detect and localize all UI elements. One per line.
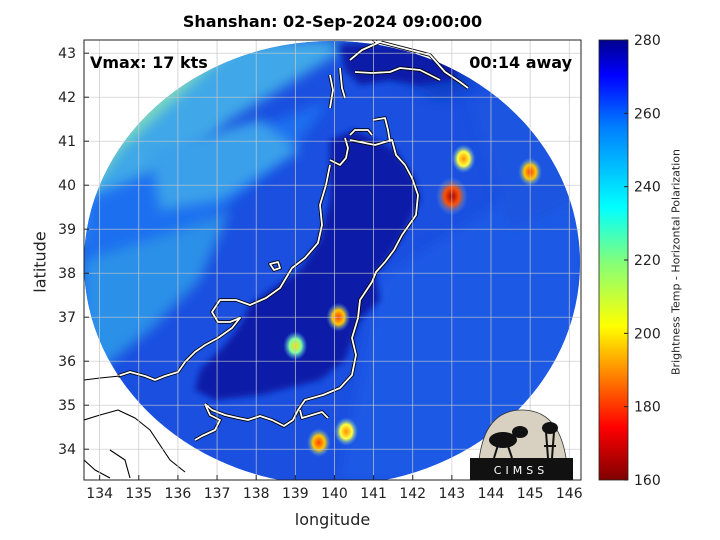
coastline <box>329 67 346 109</box>
plot-title: Shanshan: 02-Sep-2024 09:00:00 <box>182 12 483 31</box>
coastline <box>349 117 391 143</box>
coastline <box>194 403 329 441</box>
hotspot <box>306 428 331 457</box>
x-tick-label: 134 <box>86 486 113 502</box>
coastline <box>117 164 331 381</box>
vmax-label: Vmax: 17 kts <box>90 53 208 72</box>
plot-frame <box>83 39 582 481</box>
y-tick-label: 35 <box>58 398 76 414</box>
y-tick-label: 38 <box>58 266 76 282</box>
x-tick-label: 139 <box>282 486 309 502</box>
coastlines <box>84 40 470 479</box>
x-tick-label: 138 <box>243 486 270 502</box>
x-tick-label: 146 <box>556 486 583 502</box>
y-tick-label: 42 <box>58 90 76 106</box>
x-tick-label: 137 <box>204 486 231 502</box>
colorbar <box>598 39 629 481</box>
water-tower-icon <box>544 431 556 459</box>
grid-lines <box>84 40 581 480</box>
x-tick-label: 144 <box>478 486 505 502</box>
colorbar-tick-label: 240 <box>634 180 661 196</box>
cimss-logo: CIMSS <box>470 409 573 481</box>
colorbar-tick-label: 280 <box>634 33 661 49</box>
x-tick-label: 140 <box>321 486 348 502</box>
coastline <box>204 137 419 427</box>
colorbar-ticks: 160 180 200 220 240 260 280 <box>624 33 661 489</box>
colorbar-label: Brightness Temp - Horizontal Polarizatio… <box>669 149 683 375</box>
satellite-dish-icon <box>489 432 517 448</box>
x-tick-label: 141 <box>360 486 387 502</box>
y-tick-label: 37 <box>58 310 76 326</box>
x-tick-label: 143 <box>438 486 465 502</box>
x-axis-label: longitude <box>294 510 371 529</box>
coastline <box>372 40 383 43</box>
y-tick-label: 39 <box>58 222 76 238</box>
coastline <box>349 41 469 89</box>
colorbar-tick-label: 160 <box>634 473 661 489</box>
hotspot <box>451 144 476 174</box>
y-tick-label: 40 <box>58 178 76 194</box>
y-tick-label: 36 <box>58 354 76 370</box>
x-tick-label: 135 <box>125 486 152 502</box>
colorbar-tick-label: 220 <box>634 253 661 269</box>
cimss-logo-text: CIMSS <box>494 464 548 477</box>
x-tick-label: 136 <box>165 486 192 502</box>
colorbar-tick-label: 200 <box>634 326 661 342</box>
axis-ticks: 134 135 136 137 138 139 140 141 142 143 144 145 146 3… <box>58 46 583 502</box>
x-tick-label: 142 <box>399 486 426 502</box>
y-axis-label: latitude <box>30 231 50 293</box>
y-tick-label: 34 <box>58 442 76 458</box>
hotspot <box>334 417 359 446</box>
y-tick-label: 41 <box>58 134 76 150</box>
x-tick-label: 145 <box>517 486 544 502</box>
y-tick-label: 43 <box>58 46 76 62</box>
colorbar-tick-label: 180 <box>634 400 661 416</box>
colorbar-tick-label: 260 <box>634 106 661 122</box>
coastline <box>269 261 281 271</box>
away-label: 00:14 away <box>469 53 572 72</box>
